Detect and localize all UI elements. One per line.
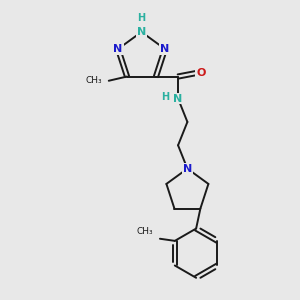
Text: O: O (196, 68, 206, 78)
Text: N: N (173, 94, 183, 103)
Text: CH₃: CH₃ (86, 76, 102, 85)
Text: N: N (183, 164, 192, 174)
Text: N: N (113, 44, 123, 54)
Text: H: H (137, 13, 146, 23)
Text: N: N (160, 44, 170, 54)
Text: N: N (137, 27, 146, 37)
Text: CH₃: CH₃ (137, 227, 154, 236)
Text: H: H (161, 92, 169, 102)
